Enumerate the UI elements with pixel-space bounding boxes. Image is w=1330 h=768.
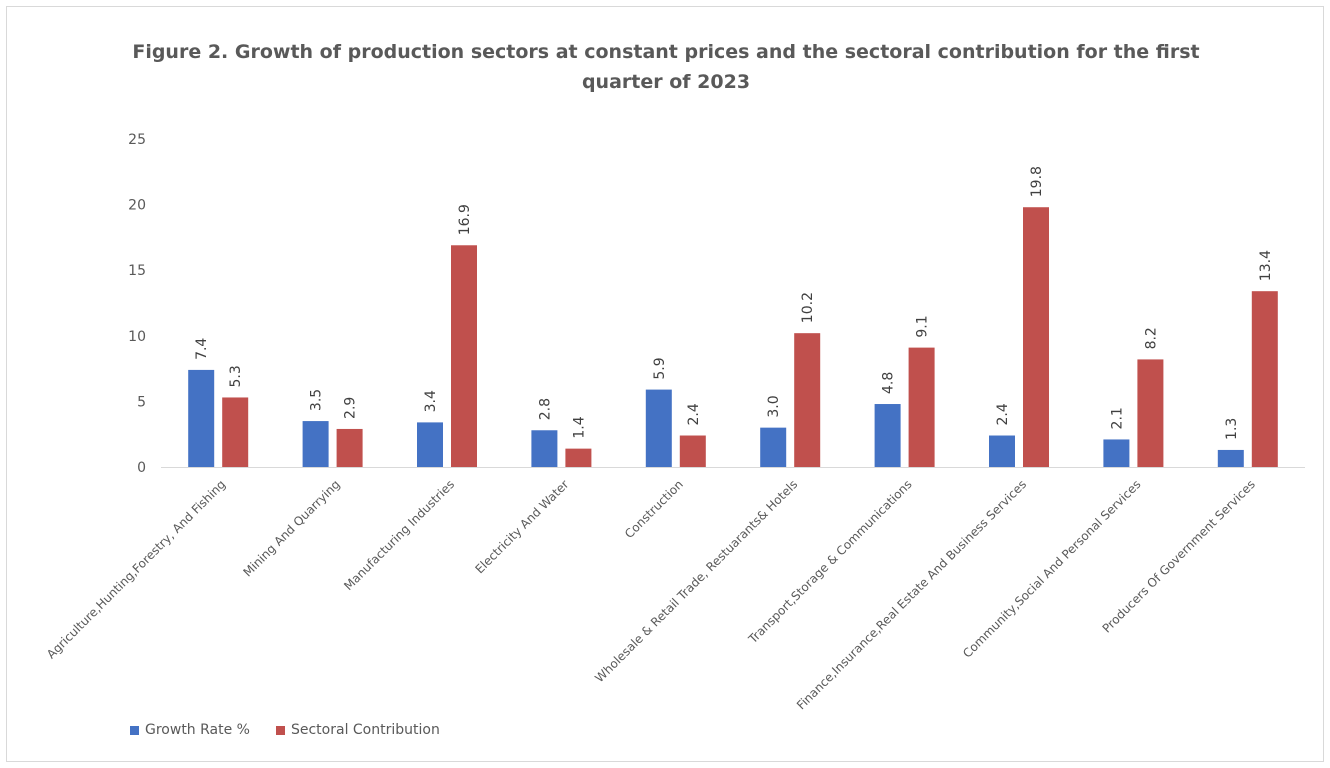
growth-rate-data-label: 7.4 — [194, 338, 210, 360]
growth-rate-bar — [1217, 449, 1244, 467]
sectoral-contribution-bar — [565, 448, 592, 467]
x-category-label: Agriculture,Hunting,Forestry, And Fishin… — [44, 477, 228, 661]
sectoral-contribution-data-label: 19.8 — [1029, 166, 1045, 197]
y-tick-label: 20 — [128, 198, 146, 214]
chart-title: Figure 2. Growth of production sectors a… — [7, 37, 1325, 97]
x-category-label: Mining And Quarrying — [240, 477, 342, 579]
sectoral-contribution-bar — [222, 397, 249, 467]
y-tick-label: 0 — [137, 460, 146, 476]
growth-rate-data-label: 3.4 — [423, 390, 439, 412]
legend-swatch-sectoral-contribution — [275, 725, 285, 735]
sectoral-contribution-bar — [451, 245, 477, 467]
legend-item-sectoral-contribution: Sectoral Contribution — [275, 722, 440, 738]
growth-rate-bar — [417, 422, 443, 467]
sectoral-contribution-bar — [336, 428, 363, 467]
sectoral-contribution-data-label: 1.4 — [571, 416, 587, 438]
chart-title-line-2: quarter of 2023 — [581, 71, 751, 93]
sectoral-contribution-bar — [794, 333, 821, 467]
sectoral-contribution-bar — [679, 435, 706, 467]
sectoral-contribution-data-label: 16.9 — [457, 204, 473, 235]
x-category-label: Community,Social And Personal Services — [960, 477, 1143, 660]
sectoral-contribution-data-label: 5.3 — [228, 365, 244, 387]
y-tick-label: 5 — [137, 394, 146, 410]
y-tick-label: 10 — [128, 329, 146, 345]
growth-rate-bar — [302, 421, 329, 467]
sectoral-contribution-data-label: 13.4 — [1258, 250, 1274, 281]
sectoral-contribution-bar — [1251, 291, 1278, 467]
x-category-label: Wholesale & Retail Trade, Restuarants& H… — [592, 477, 800, 685]
sectoral-contribution-data-label: 10.2 — [800, 292, 816, 323]
x-category-label: Manufacturing Industries — [341, 477, 457, 593]
y-tick-label: 15 — [128, 263, 146, 279]
growth-rate-bar — [874, 404, 901, 467]
sectoral-contribution-bar — [1023, 207, 1049, 467]
growth-rate-bar — [989, 435, 1015, 467]
growth-rate-bar — [1103, 439, 1130, 467]
sectoral-contribution-data-label: 2.4 — [686, 403, 702, 425]
growth-rate-data-label: 3.0 — [766, 395, 782, 417]
growth-rate-data-label: 2.1 — [1109, 407, 1125, 429]
sectoral-contribution-bar — [1137, 359, 1164, 467]
legend-label-sectoral-contribution: Sectoral Contribution — [290, 722, 440, 738]
x-category-label: Construction — [622, 477, 686, 541]
chart-legend: Growth Rate % Sectoral Contribution — [130, 722, 466, 738]
legend-item-growth-rate: Growth Rate % — [130, 722, 250, 738]
growth-rate-data-label: 4.8 — [881, 372, 897, 394]
growth-rate-data-label: 2.4 — [995, 403, 1011, 425]
chart-frame: Figure 2. Growth of production sectors a… — [6, 6, 1324, 762]
growth-rate-data-label: 1.3 — [1224, 418, 1240, 440]
x-category-label: Finance,Insurance,Real Estate And Busine… — [794, 477, 1029, 712]
sectoral-contribution-data-label: 8.2 — [1143, 327, 1159, 349]
legend-label-growth-rate: Growth Rate % — [145, 722, 250, 738]
growth-rate-data-label: 2.8 — [537, 398, 553, 420]
legend-swatch-growth-rate — [130, 725, 139, 735]
sectoral-contribution-data-label: 9.1 — [915, 315, 931, 337]
y-tick-label: 25 — [128, 132, 146, 148]
sectoral-contribution-bar — [908, 347, 935, 467]
x-category-label: Electricity And Water — [472, 477, 571, 576]
sectoral-contribution-data-label: 2.9 — [343, 397, 359, 419]
growth-rate-bar — [645, 389, 672, 467]
growth-rate-data-label: 5.9 — [652, 357, 668, 379]
growth-rate-bar — [531, 430, 558, 467]
chart-title-line-1: Figure 2. Growth of production sectors a… — [132, 41, 1200, 63]
growth-rate-bar — [188, 369, 215, 467]
growth-rate-bar — [760, 427, 787, 467]
growth-rate-data-label: 3.5 — [309, 389, 325, 411]
